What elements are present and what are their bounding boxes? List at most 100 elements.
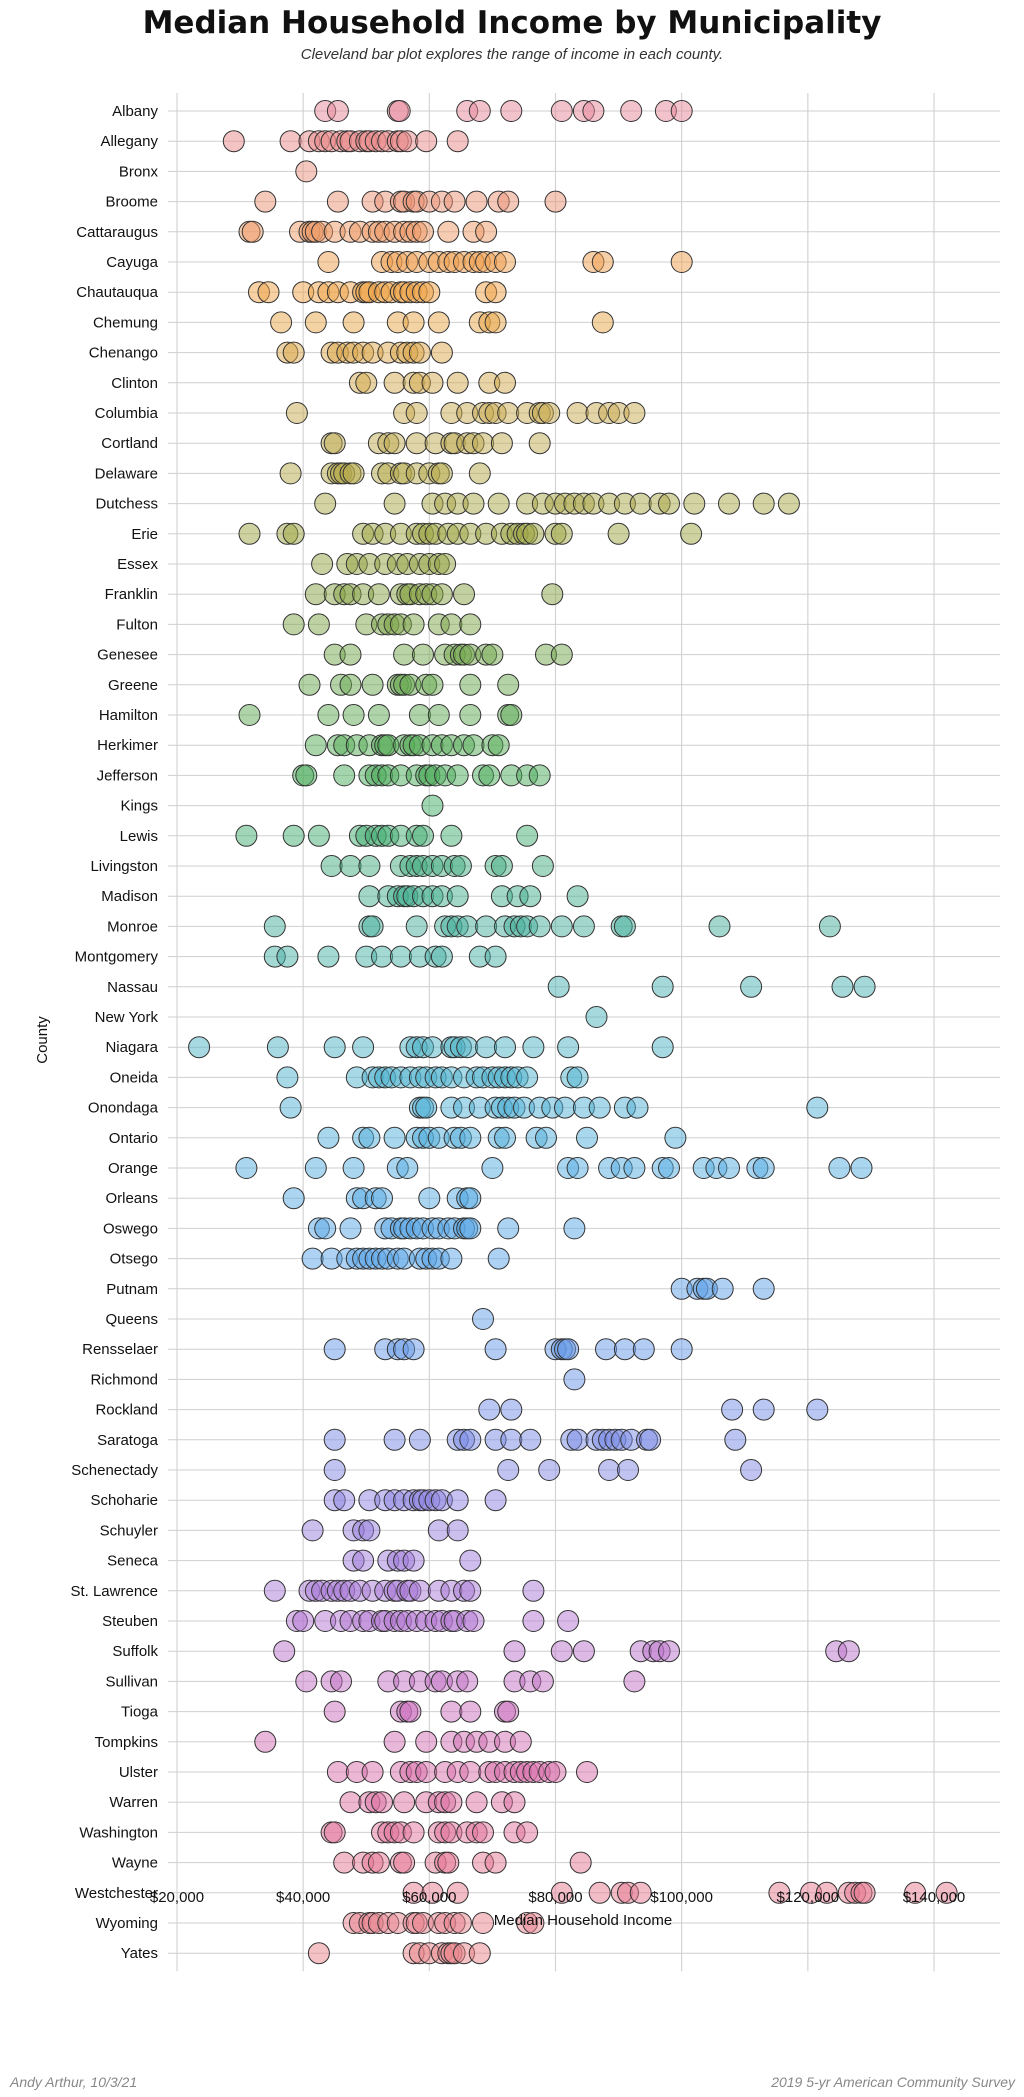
data-point	[317, 1126, 340, 1149]
data-point	[358, 885, 381, 908]
data-point	[718, 492, 740, 515]
data-point	[475, 220, 498, 243]
data-point	[459, 1126, 482, 1149]
data-point	[459, 704, 482, 726]
data-point	[408, 1428, 431, 1451]
county-label: Allegany	[100, 133, 158, 150]
county-label: Chemung	[93, 314, 158, 331]
county-label: Putnam	[106, 1281, 158, 1298]
data-point	[494, 371, 516, 394]
data-point	[263, 915, 286, 938]
data-point	[449, 855, 472, 877]
data-point	[440, 1247, 463, 1270]
county-label: Columbia	[95, 405, 159, 422]
data-point	[440, 824, 463, 847]
data-point	[484, 1851, 507, 1874]
data-point	[591, 311, 614, 334]
county-label: Nassau	[107, 979, 158, 996]
data-point	[430, 583, 453, 606]
data-point	[528, 432, 551, 455]
data-point	[752, 1277, 775, 1300]
data-point	[421, 794, 444, 817]
horizontal-gridlines	[168, 110, 1000, 1954]
data-point	[484, 1489, 507, 1512]
data-point	[670, 1338, 693, 1361]
county-label: Orleans	[105, 1190, 158, 1207]
data-point	[383, 1428, 406, 1451]
county-label: Erie	[131, 526, 158, 543]
data-point	[588, 1096, 611, 1119]
data-point	[421, 673, 444, 696]
data-point	[396, 130, 419, 153]
data-point	[651, 975, 674, 998]
data-point	[566, 1066, 589, 1089]
data-point	[304, 311, 327, 334]
data-point	[572, 1640, 595, 1663]
data-point	[497, 1217, 520, 1240]
data-point	[487, 492, 510, 515]
county-label: Fulton	[116, 616, 158, 633]
data-point	[522, 1579, 545, 1602]
data-point	[497, 190, 520, 213]
data-point	[383, 371, 406, 394]
data-point	[563, 1217, 586, 1240]
county-label: Cortland	[101, 435, 158, 452]
county-label: Oneida	[110, 1069, 159, 1086]
data-point	[550, 643, 573, 666]
data-point	[415, 1096, 438, 1119]
data-point	[408, 1579, 431, 1602]
data-point	[399, 1700, 422, 1723]
chart-subtitle: Cleveland bar plot explores the range of…	[301, 46, 723, 63]
data-point	[522, 1610, 545, 1632]
data-point	[576, 1761, 598, 1783]
data-point	[459, 1761, 482, 1783]
data-point	[500, 1398, 523, 1421]
data-point	[270, 311, 293, 334]
data-point	[295, 1670, 318, 1693]
data-point	[566, 1157, 589, 1179]
data-point	[522, 1036, 545, 1059]
data-point	[617, 1459, 639, 1481]
data-point	[342, 311, 365, 334]
data-point	[497, 402, 520, 424]
data-point	[544, 190, 567, 213]
data-point	[632, 1338, 655, 1361]
county-label: Monroe	[107, 918, 158, 935]
data-point	[544, 1761, 567, 1783]
data-point	[323, 1700, 346, 1723]
data-point	[566, 885, 589, 908]
data-point	[323, 1036, 346, 1059]
data-point	[904, 1881, 927, 1904]
data-point	[371, 945, 393, 968]
data-point	[576, 1126, 598, 1149]
data-point	[815, 1881, 838, 1904]
data-point	[582, 100, 605, 122]
county-label: Franklin	[105, 586, 158, 603]
data-point	[298, 673, 321, 696]
data-point	[358, 855, 381, 877]
data-point	[405, 915, 428, 938]
data-point	[475, 915, 498, 938]
data-point	[311, 553, 334, 575]
data-point	[188, 1036, 211, 1059]
data-point	[238, 704, 261, 726]
county-label: Cayuga	[106, 254, 158, 271]
chart-title: Median Household Income by Municipality	[143, 5, 882, 41]
data-point	[339, 643, 362, 666]
county-label: Hamilton	[99, 707, 158, 724]
data-point	[446, 1489, 469, 1512]
data-point	[415, 130, 438, 153]
data-point	[806, 1398, 829, 1421]
data-point	[478, 1398, 501, 1421]
data-point	[412, 643, 434, 666]
data-point	[853, 1881, 876, 1904]
data-point	[531, 1670, 554, 1693]
county-label: Schoharie	[90, 1492, 158, 1509]
county-label: Cattaraugus	[76, 224, 158, 241]
data-point	[516, 1821, 539, 1844]
data-point	[427, 704, 450, 726]
data-point	[768, 1881, 791, 1904]
data-point	[314, 1217, 337, 1240]
data-point	[468, 100, 491, 122]
